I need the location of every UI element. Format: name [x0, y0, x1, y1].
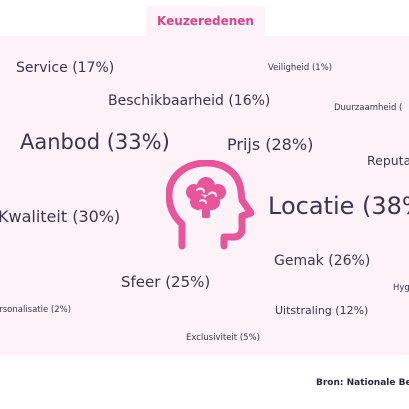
word-locatie: Locatie (38% — [268, 192, 409, 220]
word-prijs: Prijs (28%) — [227, 135, 314, 154]
word-hygiene: Hyg — [393, 283, 409, 293]
word-sfeer: Sfeer (25%) — [121, 273, 211, 291]
word-cloud-panel: Service (17%) Veiligheid (1%) Beschikbaa… — [0, 36, 409, 355]
source-caption: Bron: Nationale Ber — [316, 378, 409, 388]
word-veiligheid: Veiligheid (1%) — [268, 63, 333, 73]
word-reputatie: Reputa — [367, 153, 409, 168]
word-service: Service (17%) — [16, 60, 115, 76]
brain-head-icon — [166, 160, 255, 250]
word-uitstraling: Uitstraling (12%) — [275, 304, 369, 317]
word-aanbod: Aanbod (33%) — [20, 130, 170, 154]
tab-keuzeredenen[interactable]: Keuzeredenen — [146, 6, 265, 36]
word-beschikbaarheid: Beschikbaarheid (16%) — [108, 93, 271, 109]
tab-label: Keuzeredenen — [157, 14, 254, 28]
word-exclusiviteit: Exclusiviteit (5%) — [186, 333, 260, 343]
word-kwaliteit: Kwaliteit (30%) — [0, 207, 121, 226]
word-gemak: Gemak (26%) — [274, 253, 371, 269]
word-personalisatie: ersonalisatie (2%) — [0, 305, 72, 315]
word-duurzaamheid: Duurzaamheid ( — [334, 103, 403, 113]
